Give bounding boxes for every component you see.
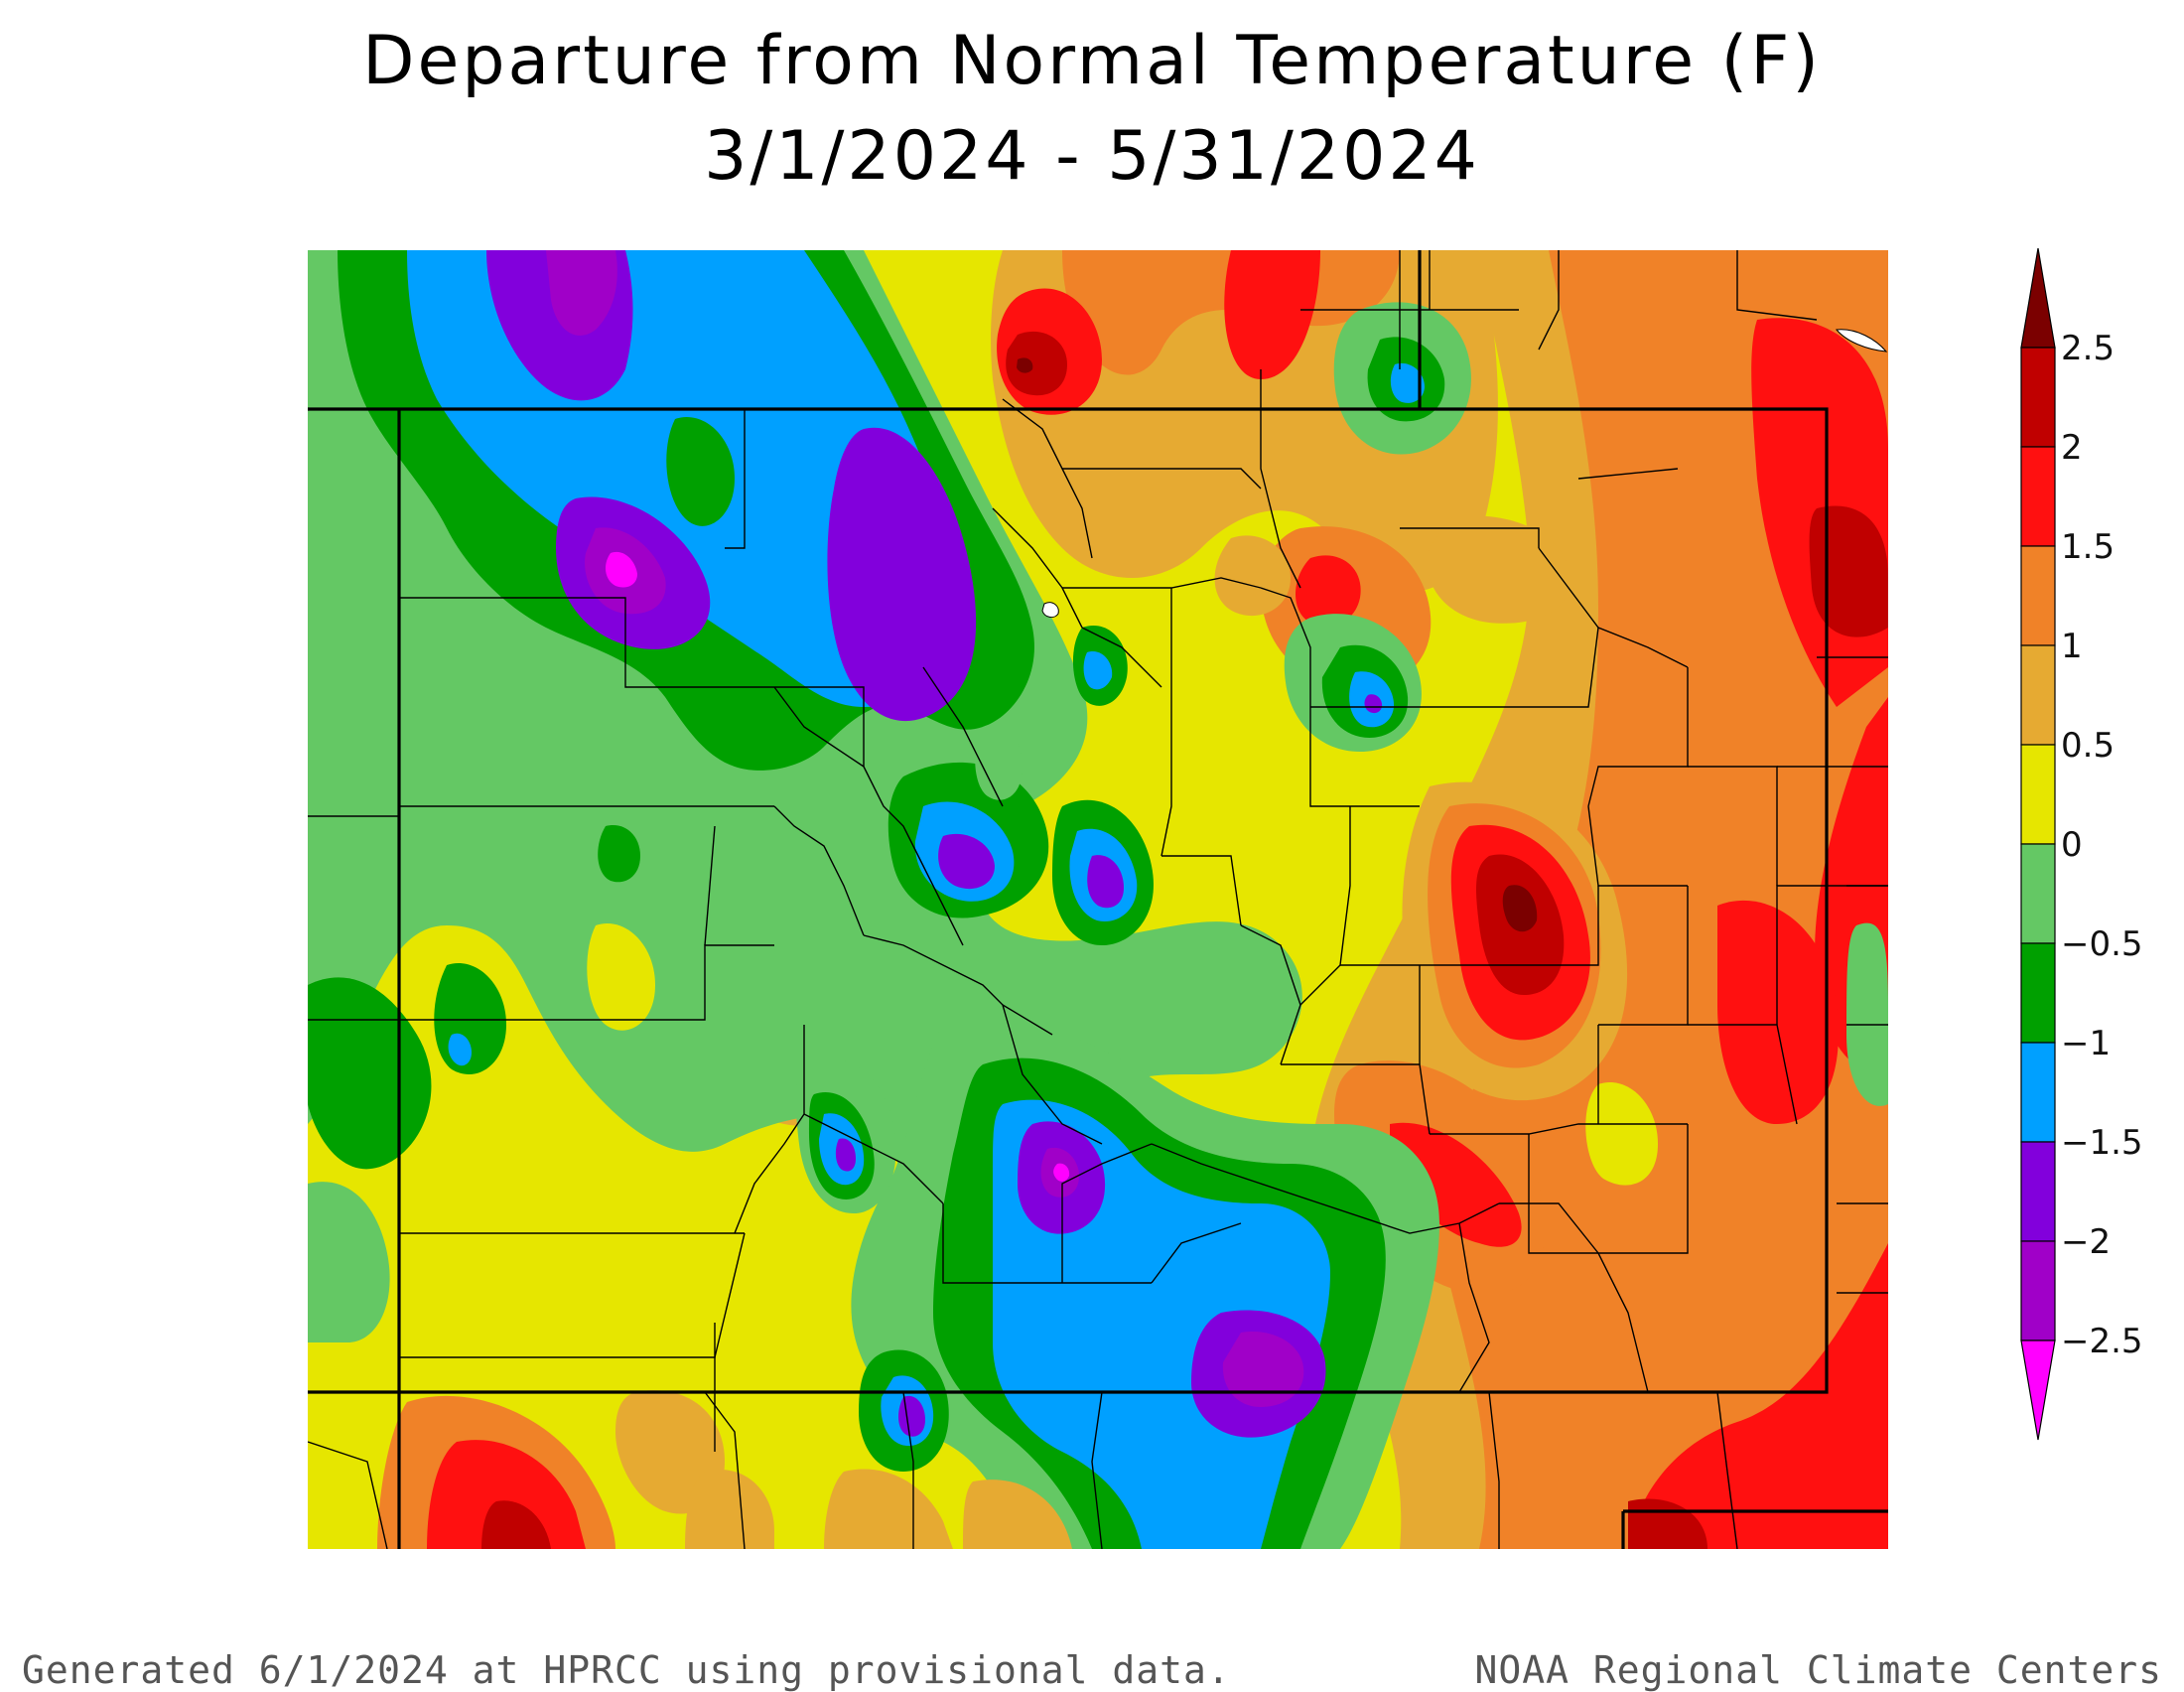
legend-label: −2: [2061, 1222, 2111, 1262]
map-date-range: 3/1/2024 - 5/31/2024: [704, 117, 1480, 196]
source-credit: NOAA Regional Climate Centers: [1474, 1648, 2162, 1692]
map-title: Departure from Normal Temperature (F): [362, 22, 1822, 100]
temperature-departure-map: [308, 250, 1888, 1549]
contour-cool-south: [308, 1019, 1439, 1549]
legend-label: −1: [2061, 1024, 2111, 1063]
generated-note: Generated 6/1/2024 at HPRCC using provis…: [22, 1648, 1231, 1692]
legend-swatch: [2020, 545, 2056, 646]
legend-swatch: [2020, 942, 2056, 1044]
legend-label: −0.5: [2061, 924, 2143, 964]
legend-swatch: [2020, 744, 2056, 845]
state-boundaries: [308, 250, 1888, 1549]
legend-swatch: [2020, 1141, 2056, 1242]
contour-cool-center: [887, 302, 1471, 945]
legend-labels: 2.5 2 1.5 1 0.5 0 −0.5 −1 −1.5 −2 −2.5: [2061, 329, 2143, 1361]
legend-label: 1.5: [2061, 527, 2115, 567]
legend-swatch: [2020, 1340, 2056, 1441]
contour-cool-northwest: [308, 250, 1302, 1235]
legend-color-bar: [2020, 248, 2056, 1441]
legend-label: 0: [2061, 825, 2083, 865]
legend-label: −2.5: [2061, 1322, 2143, 1361]
county-boundaries: [308, 250, 1888, 1549]
legend-swatch: [2020, 446, 2056, 547]
legend-swatch: [2020, 843, 2056, 944]
legend-label: 2.5: [2061, 329, 2115, 368]
legend-swatch: [2020, 644, 2056, 746]
lakes: [1041, 329, 1888, 619]
legend-swatch: [2020, 1042, 2056, 1143]
legend-label: 0.5: [2061, 726, 2115, 766]
legend-swatch: [2020, 347, 2056, 448]
legend-label: −1.5: [2061, 1123, 2143, 1163]
legend-swatch: [2020, 1240, 2056, 1341]
legend-label: 2: [2061, 428, 2083, 468]
contour-warm-southwest: [377, 1390, 774, 1549]
legend-swatch: [2020, 248, 2056, 349]
color-legend: 2.5 2 1.5 1 0.5 0 −0.5 −1 −1.5 −2 −2.5: [2020, 248, 2143, 1441]
legend-label: 1: [2061, 627, 2083, 666]
